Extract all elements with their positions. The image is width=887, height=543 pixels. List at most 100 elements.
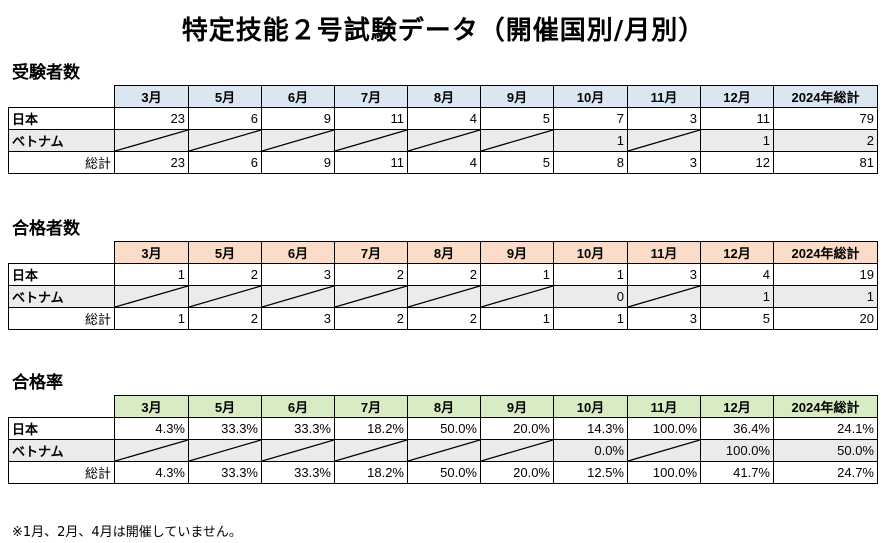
value-cell: 2 [334, 263, 408, 286]
not-applicable-cell [627, 285, 701, 308]
column-header: 9月 [480, 395, 554, 418]
value-cell: 5 [480, 151, 554, 174]
value-cell: 2 [407, 263, 481, 286]
value-cell: 1 [480, 263, 554, 286]
row-label: ベトナム [8, 129, 115, 152]
value-cell: 33.3% [261, 461, 335, 484]
value-cell: 79 [773, 107, 878, 130]
footnote: ※1月、2月、4月は開催していません。 [12, 525, 242, 540]
table-row-total: 総計 23 6 9 11 4 5 8 3 12 81 [8, 151, 878, 174]
row-label: ベトナム [8, 285, 115, 308]
value-cell: 41.7% [700, 461, 774, 484]
corner-cell [8, 395, 115, 418]
value-cell: 11 [700, 107, 774, 130]
table-row-total: 総計 4.3% 33.3% 33.3% 18.2% 50.0% 20.0% 12.5% 100.… [8, 461, 878, 484]
column-header: 8月 [407, 85, 481, 108]
table-header-row: 3月 5月 6月 7月 8月 9月 10月 11月 12月 2024年総計 [8, 241, 878, 264]
value-cell: 1 [553, 129, 628, 152]
value-cell: 6 [188, 107, 262, 130]
examinees-section-label: 受験者数 [12, 63, 80, 83]
value-cell: 33.3% [188, 461, 262, 484]
value-cell: 20.0% [480, 461, 554, 484]
column-header: 6月 [261, 85, 335, 108]
row-label: 日本 [8, 417, 115, 440]
corner-cell [8, 241, 115, 264]
not-applicable-cell [261, 129, 335, 152]
value-cell: 23 [114, 107, 189, 130]
pass-rate-section-label: 合格率 [12, 373, 63, 393]
column-header: 11月 [627, 85, 701, 108]
not-applicable-cell [114, 129, 189, 152]
value-cell: 4.3% [114, 461, 189, 484]
value-cell: 11 [334, 107, 408, 130]
column-header: 7月 [334, 395, 408, 418]
not-applicable-cell [407, 285, 481, 308]
value-cell: 9 [261, 107, 335, 130]
table-header-row: 3月 5月 6月 7月 8月 9月 10月 11月 12月 2024年総計 [8, 85, 878, 108]
value-cell: 3 [261, 307, 335, 330]
value-cell: 23 [114, 151, 189, 174]
value-cell: 18.2% [334, 461, 408, 484]
column-header: 12月 [700, 85, 774, 108]
not-applicable-cell [334, 129, 408, 152]
table-row-japan: 日本 23 6 9 11 4 5 7 3 11 79 [8, 107, 878, 130]
value-cell: 33.3% [188, 417, 262, 440]
table-header-row: 3月 5月 6月 7月 8月 9月 10月 11月 12月 2024年総計 [8, 395, 878, 418]
column-header: 10月 [553, 395, 628, 418]
value-cell: 3 [261, 263, 335, 286]
passers-table: 3月 5月 6月 7月 8月 9月 10月 11月 12月 2024年総計 日本 1 2 3 2 2 1 1 3 4 1… [8, 241, 878, 330]
not-applicable-cell [188, 439, 262, 462]
column-header: 10月 [553, 85, 628, 108]
value-cell: 11 [334, 151, 408, 174]
value-cell: 7 [553, 107, 628, 130]
column-header: 3月 [114, 241, 189, 264]
value-cell: 19 [773, 263, 878, 286]
value-cell: 6 [188, 151, 262, 174]
column-header: 8月 [407, 395, 481, 418]
value-cell: 100.0% [700, 439, 774, 462]
value-cell: 50.0% [773, 439, 878, 462]
not-applicable-cell [407, 439, 481, 462]
value-cell: 1 [773, 285, 878, 308]
value-cell: 50.0% [407, 461, 481, 484]
value-cell: 1 [114, 263, 189, 286]
value-cell: 1 [553, 263, 628, 286]
not-applicable-cell [407, 129, 481, 152]
column-header: 9月 [480, 241, 554, 264]
column-header: 3月 [114, 395, 189, 418]
not-applicable-cell [261, 439, 335, 462]
table-row-vietnam: ベトナム 0.0% 100.0% 50.0% [8, 439, 878, 462]
row-label: 総計 [8, 151, 115, 174]
column-header: 12月 [700, 395, 774, 418]
column-header: 12月 [700, 241, 774, 264]
row-label: 総計 [8, 307, 115, 330]
not-applicable-cell [334, 285, 408, 308]
column-header: 8月 [407, 241, 481, 264]
not-applicable-cell [114, 285, 189, 308]
column-header: 10月 [553, 241, 628, 264]
value-cell: 12.5% [553, 461, 628, 484]
value-cell: 0 [553, 285, 628, 308]
value-cell: 24.1% [773, 417, 878, 440]
passers-section-label: 合格者数 [12, 219, 80, 239]
value-cell: 20 [773, 307, 878, 330]
not-applicable-cell [334, 439, 408, 462]
examinees-table: 3月 5月 6月 7月 8月 9月 10月 11月 12月 2024年総計 日本 23 6 9 11 4 5 7 3… [8, 85, 878, 174]
column-header: 5月 [188, 395, 262, 418]
value-cell: 3 [627, 151, 701, 174]
value-cell: 3 [627, 263, 701, 286]
column-header: 5月 [188, 85, 262, 108]
value-cell: 100.0% [627, 461, 701, 484]
not-applicable-cell [480, 129, 554, 152]
table-row-vietnam: ベトナム 0 1 1 [8, 285, 878, 308]
value-cell: 81 [773, 151, 878, 174]
column-header: 7月 [334, 85, 408, 108]
value-cell: 4 [407, 107, 481, 130]
value-cell: 24.7% [773, 461, 878, 484]
value-cell: 4 [407, 151, 481, 174]
value-cell: 18.2% [334, 417, 408, 440]
value-cell: 5 [480, 107, 554, 130]
not-applicable-cell [188, 285, 262, 308]
not-applicable-cell [188, 129, 262, 152]
column-header: 3月 [114, 85, 189, 108]
